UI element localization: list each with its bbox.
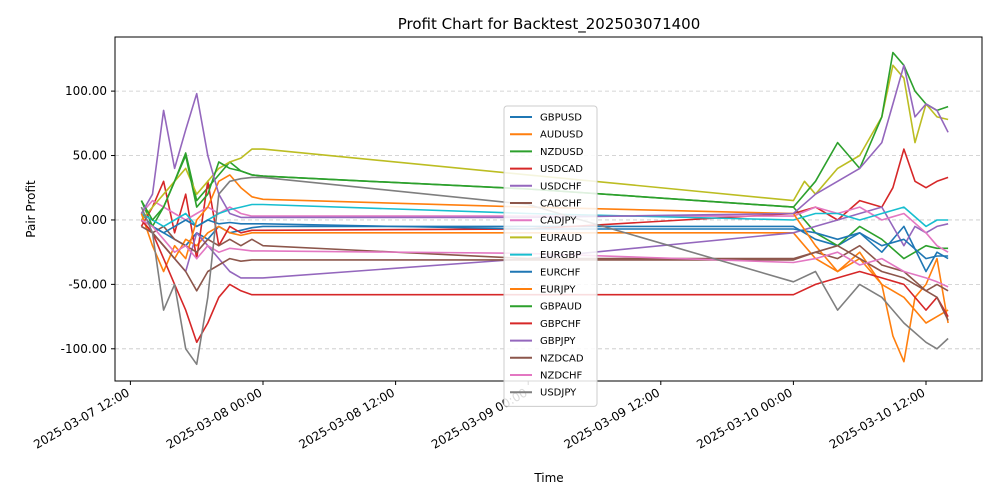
legend-label-cadjpy: CADJPY bbox=[540, 216, 577, 227]
legend-label-nzdusd: NZDUSD bbox=[540, 147, 584, 158]
series-line-usdcad bbox=[140, 148, 949, 260]
series-line-eurgbp bbox=[140, 203, 949, 228]
y-axis-label: Pair Profit bbox=[24, 180, 38, 238]
legend-label-cadchf: CADCHF bbox=[540, 199, 582, 210]
legend-label-gbpusd: GBPUSD bbox=[540, 113, 582, 124]
legend: GBPUSD AUDUSD NZDUSD USDCAD USDCHF CADCHF CADJ… bbox=[503, 105, 598, 407]
x-tick-label-0: 2025-03-07 12:00 bbox=[31, 385, 132, 451]
series-line-cadchf bbox=[140, 219, 949, 292]
series-line-eurjpy bbox=[140, 174, 949, 324]
x-axis-label: Time bbox=[533, 471, 563, 485]
y-tick-label-0: 100.00 bbox=[65, 84, 107, 98]
legend-label-euraud: EURAUD bbox=[540, 233, 582, 244]
chart-title: Profit Chart for Backtest_202503071400 bbox=[398, 15, 701, 34]
series-line-nzdcad bbox=[141, 225, 949, 321]
legend-label-eurjpy: EURJPY bbox=[540, 285, 576, 296]
legend-box bbox=[503, 105, 598, 407]
series-lines bbox=[140, 51, 949, 366]
legend-label-gbpaud: GBPAUD bbox=[540, 302, 582, 313]
legend-label-nzdchf: NZDCHF bbox=[540, 371, 583, 382]
y-tick-label-1: 50.00 bbox=[73, 149, 107, 163]
legend-label-nzdcad: NZDCAD bbox=[540, 353, 584, 364]
x-tick-label-6: 2025-03-10 12:00 bbox=[827, 385, 928, 451]
x-tick-label-5: 2025-03-10 00:00 bbox=[694, 385, 795, 451]
series-line-gbpjpy bbox=[140, 64, 949, 219]
x-tick-label-2: 2025-03-08 12:00 bbox=[296, 385, 397, 451]
legend-label-audusd: AUDUSD bbox=[540, 130, 584, 141]
series-line-eurchf bbox=[141, 219, 949, 260]
y-tick-label-3: -50.00 bbox=[68, 277, 107, 291]
legend-label-usdchf: USDCHF bbox=[540, 181, 582, 192]
x-tick-label-1: 2025-03-08 00:00 bbox=[164, 385, 265, 451]
series-line-nzdchf bbox=[141, 219, 949, 288]
legend-label-usdcad: USDCAD bbox=[540, 164, 583, 175]
series-line-gbpaud bbox=[140, 51, 949, 221]
legend-label-eurchf: EURCHF bbox=[540, 267, 581, 278]
y-tick-label-2: 0.00 bbox=[80, 213, 107, 227]
series-line-audusd bbox=[140, 219, 949, 363]
legend-label-gbpjpy: GBPJPY bbox=[540, 336, 576, 347]
series-line-gbpchf bbox=[140, 219, 949, 344]
legend-label-usdjpy: USDJPY bbox=[540, 388, 577, 399]
legend-label-gbpchf: GBPCHF bbox=[540, 319, 581, 330]
y-tick-label-4: -100.00 bbox=[61, 342, 107, 356]
legend-label-eurgbp: EURGBP bbox=[540, 250, 581, 261]
series-line-usdjpy bbox=[140, 176, 949, 366]
